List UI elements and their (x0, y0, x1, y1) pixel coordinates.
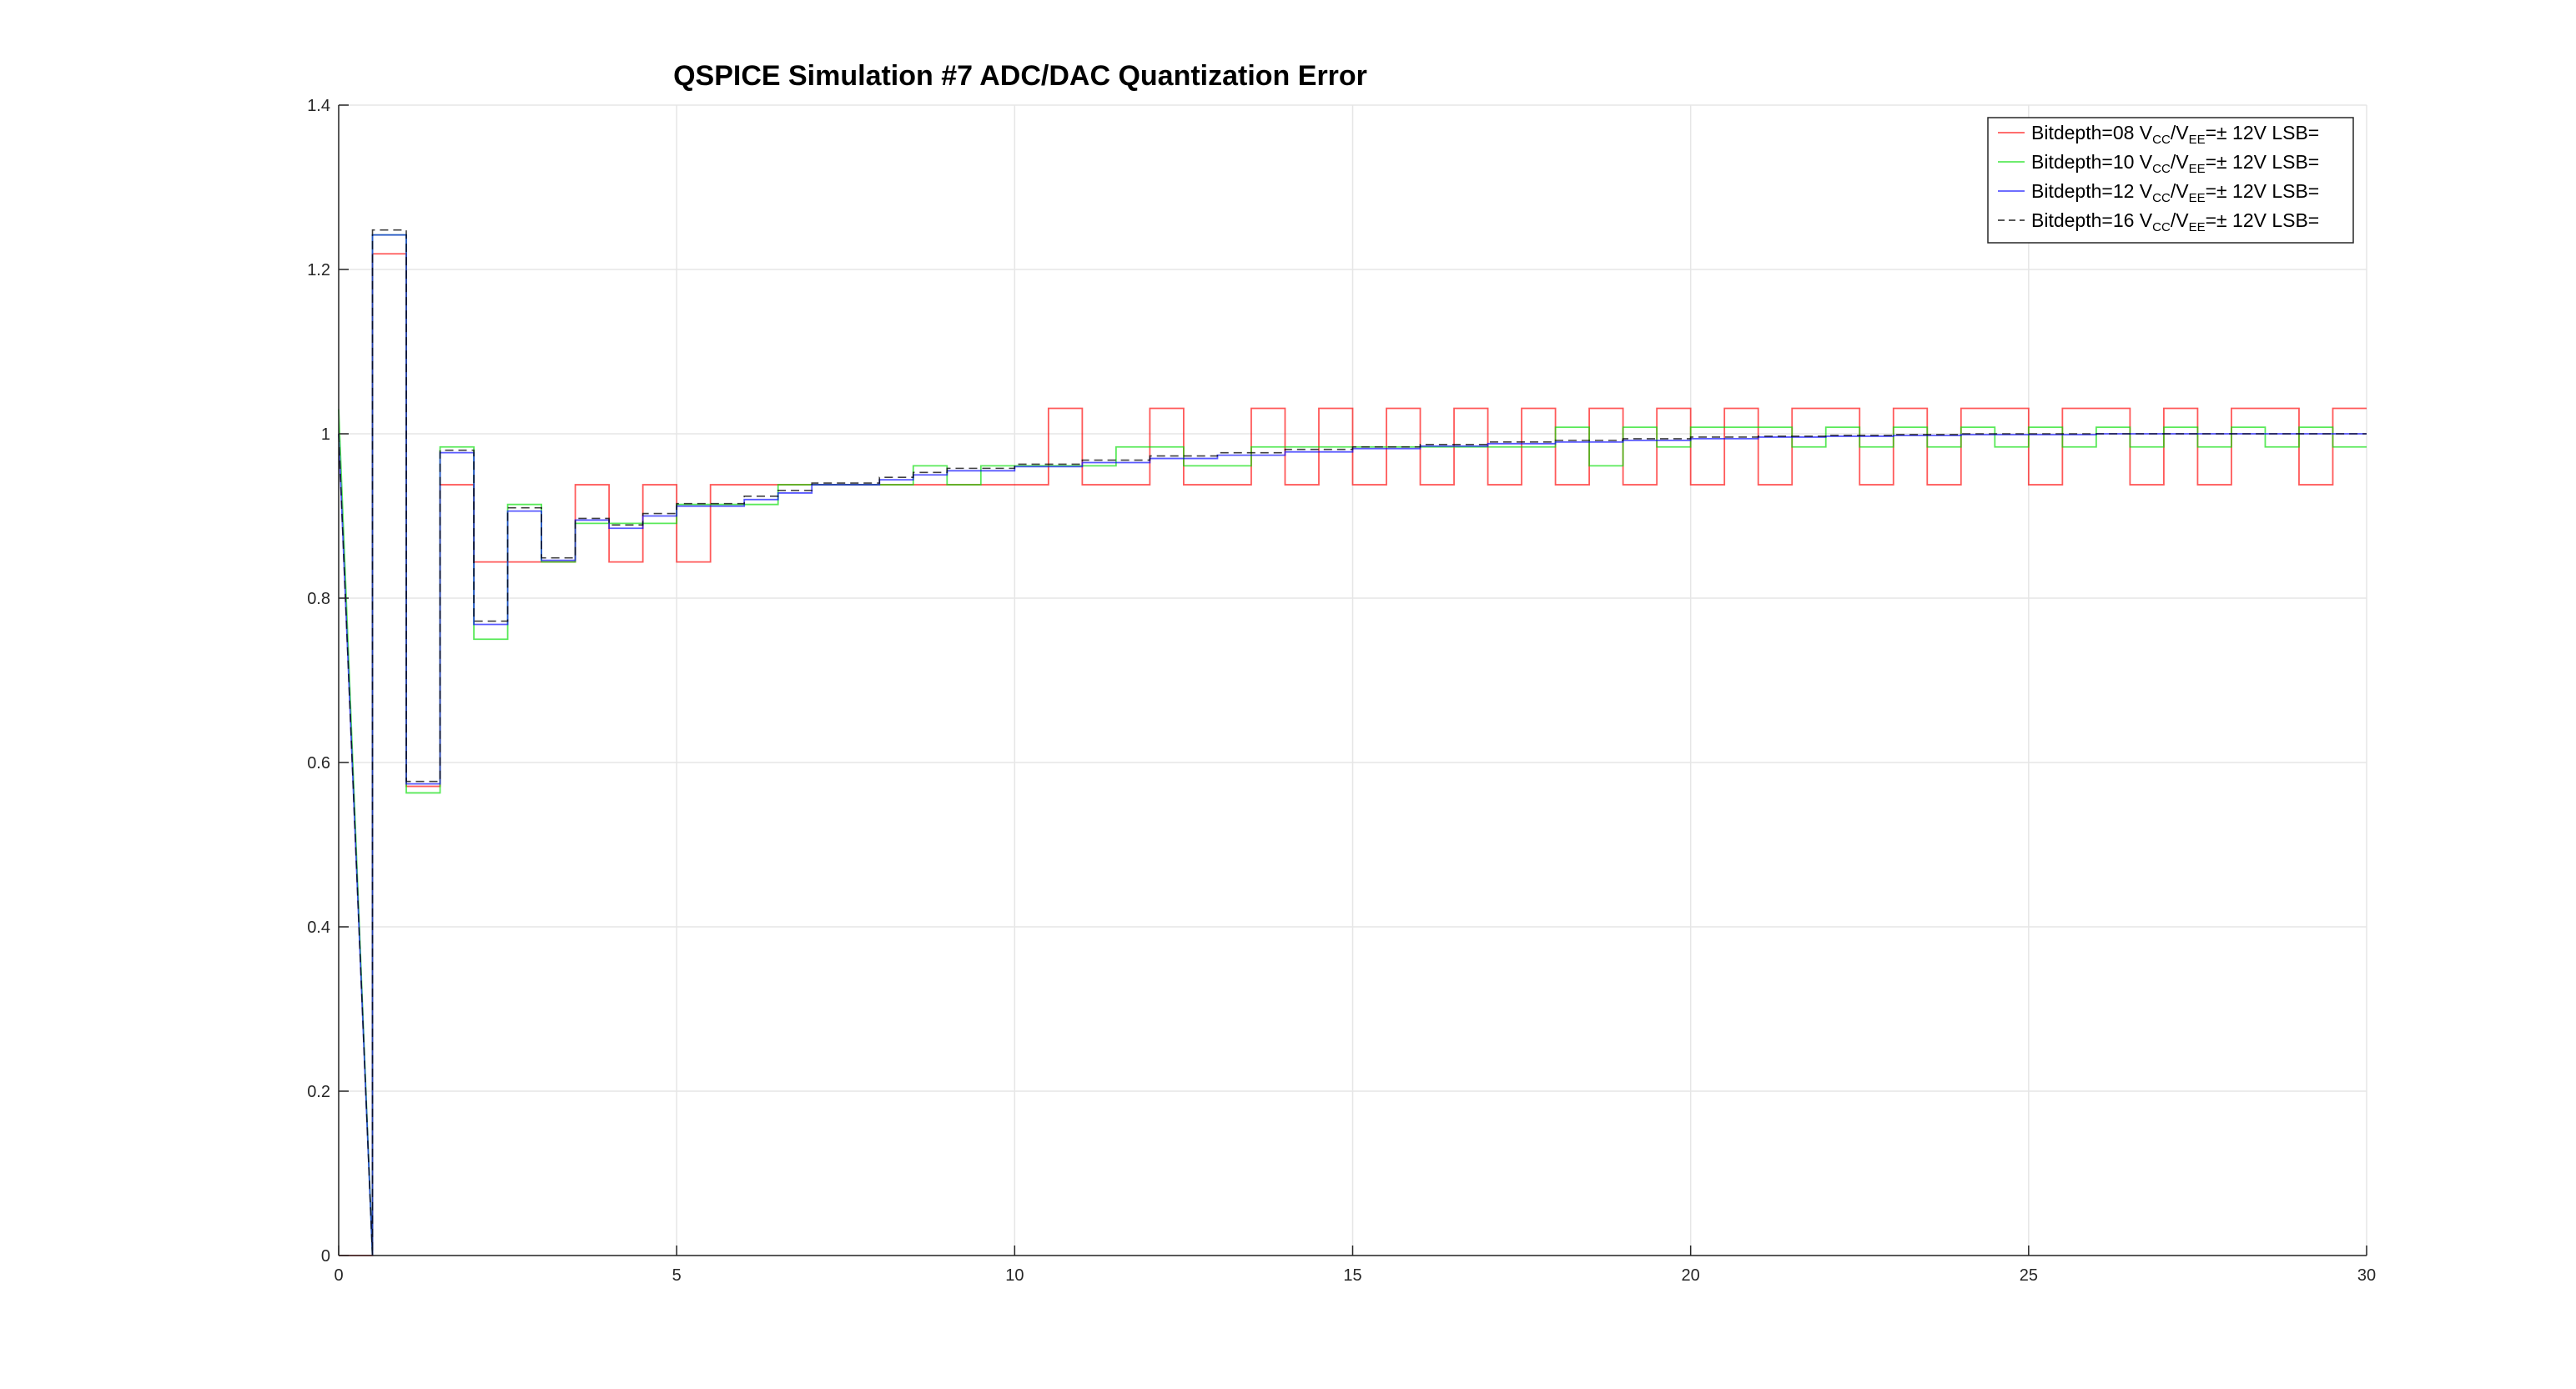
x-tick-label: 30 (2357, 1266, 2376, 1285)
legend-label-bit08: Bitdepth=08 VCC/VEE=± 12V LSB= (2031, 122, 2319, 147)
x-tick-label: 20 (1682, 1266, 1700, 1285)
x-tick-label: 10 (1005, 1266, 1024, 1285)
y-tick-label: 1.4 (307, 97, 330, 115)
x-tick-label: 25 (2020, 1266, 2038, 1285)
y-tick-label: 1 (321, 425, 330, 444)
y-tick-label: 1.2 (307, 261, 330, 279)
chart-title: QSPICE Simulation #7 ADC/DAC Quantizatio… (673, 60, 1367, 92)
series-layer (338, 229, 2367, 1256)
y-tick-label: 0.6 (307, 754, 330, 773)
legend-label-bit10: Bitdepth=10 VCC/VEE=± 12V LSB= (2031, 151, 2319, 176)
plot-area: 0 5 10 15 20 25 30 0 0.2 0.4 0.6 0.8 1 1.2 1.4 (307, 97, 2376, 1285)
y-tick-label: 0.2 (307, 1083, 330, 1101)
x-tick-label: 0 (334, 1266, 343, 1285)
axes: 0 5 10 15 20 25 30 0 0.2 0.4 0.6 0.8 1 1.2 1.4 (307, 97, 2376, 1285)
legend-label-bit12: Bitdepth=12 VCC/VEE=± 12V LSB= (2031, 180, 2319, 205)
legend-label-bit16: Bitdepth=16 VCC/VEE=± 12V LSB= (2031, 209, 2319, 234)
y-tick-label: 0 (321, 1247, 330, 1266)
x-tick-label: 15 (1343, 1266, 1361, 1285)
series-line-bit08 (339, 253, 2367, 1256)
y-tick-label: 0.8 (307, 590, 330, 608)
legend: Bitdepth=08 VCC/VEE=± 12V LSB= Bitdepth=1… (1987, 117, 2354, 244)
legend-box (1987, 117, 2354, 244)
x-tick-label: 5 (672, 1266, 682, 1285)
y-tick-label: 0.4 (307, 918, 330, 937)
